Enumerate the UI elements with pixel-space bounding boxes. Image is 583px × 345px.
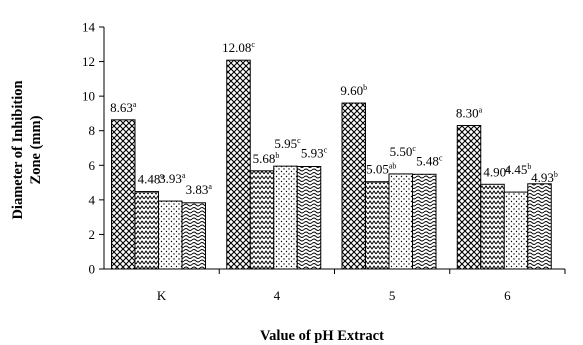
- bar-K-2: [134, 191, 159, 270]
- y-tick-label: 10: [82, 89, 95, 104]
- value-label: 8.30a: [456, 106, 483, 121]
- y-axis-ticks: 0 2 4 6 8 10 12 14: [82, 20, 104, 277]
- y-tick-label: 6: [89, 158, 96, 173]
- bar-K-1: [111, 119, 136, 270]
- y-tick-label: 8: [89, 123, 96, 138]
- value-label: 5.95c: [274, 136, 301, 151]
- x-tick-label: 5: [389, 288, 396, 303]
- value-label: 3.93a: [159, 171, 186, 186]
- y-axis-title-line-1: Diameter of Inhibition: [10, 80, 26, 219]
- value-label: 5.48c: [416, 153, 443, 168]
- bar-6-4: [527, 183, 552, 270]
- bar-K-4: [181, 202, 206, 270]
- bar-4-2: [249, 170, 275, 270]
- bar-6-1: [456, 125, 482, 270]
- value-label: 8.63a: [110, 100, 137, 115]
- value-label: 5.68b: [253, 151, 280, 166]
- value-label: 5.50c: [390, 144, 417, 159]
- value-label: 3.83a: [186, 182, 213, 197]
- bar-5-2: [365, 181, 390, 270]
- value-label: 5.05ab: [366, 162, 396, 177]
- bar-4-4: [296, 165, 322, 270]
- bar-5-4: [412, 173, 437, 270]
- bar-6-3: [503, 191, 529, 270]
- y-tick-label: 2: [89, 227, 96, 242]
- value-label: 9.60b: [340, 83, 367, 98]
- y-tick-label: 14: [82, 20, 96, 35]
- x-tick-label: 4: [274, 288, 281, 303]
- x-axis-ticks: K 4 5 6: [157, 269, 566, 303]
- y-tick-label: 12: [82, 54, 95, 69]
- value-label: 4.90a: [483, 164, 510, 179]
- bar-6-2: [480, 183, 505, 270]
- value-label: 5.93c: [301, 145, 328, 160]
- value-label: 4.93b: [531, 170, 558, 185]
- value-label: 4.48a: [138, 172, 165, 187]
- bar-4-3: [273, 165, 298, 270]
- bar-5-1: [341, 102, 366, 270]
- value-label: 4.45b: [505, 162, 532, 177]
- x-tick-label: 6: [504, 288, 511, 303]
- value-label: 12.08c: [222, 40, 255, 55]
- y-tick-label: 4: [89, 192, 96, 207]
- y-tick-label: 0: [89, 262, 96, 277]
- bar-5-3: [388, 173, 413, 270]
- y-axis-title-line-2: Zone (mm): [28, 115, 44, 184]
- x-axis-title: Value of pH Extract: [260, 328, 384, 344]
- x-tick-label: K: [157, 288, 167, 303]
- bar-K-3: [158, 200, 183, 270]
- bar-4-1: [226, 59, 251, 270]
